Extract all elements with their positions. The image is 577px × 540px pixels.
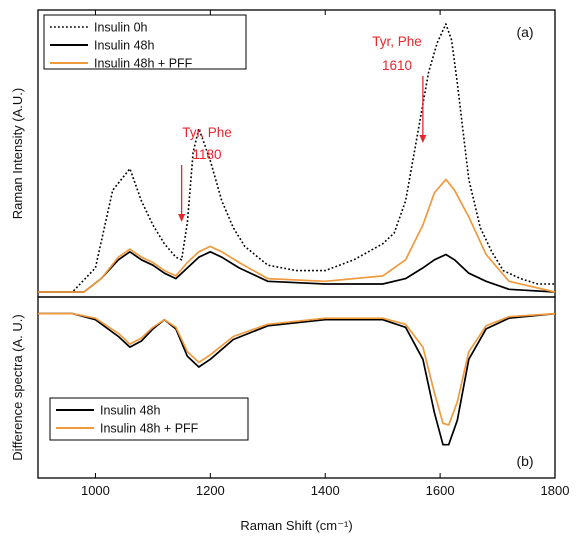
legend-a-box: [43, 14, 247, 70]
legend-a-label: Insulin 0h: [94, 21, 148, 35]
plot-annotation-layer: 1000 1200 1400 1600 1800 Raman Shift (cm⁻¹) Ra…: [10, 14, 570, 533]
x-tick-label: 1600: [426, 483, 455, 498]
annotation-label: Tyr, Phe: [182, 125, 232, 140]
legend-a-label: Insulin 48h: [94, 39, 155, 53]
plot-background-layer: [37, 9, 556, 479]
y-axis-title-a: Raman Intensity (A.U.): [10, 88, 25, 220]
x-tick-label: 1800: [541, 483, 570, 498]
annotation-label: Tyr, Phe: [372, 34, 422, 49]
panel-b-frame: [37, 296, 556, 479]
legend-b-box: [49, 397, 249, 441]
panel-a-label: (a): [516, 24, 533, 40]
legend-b-label: Insulin 48h: [100, 404, 161, 418]
x-tick-label: 1000: [81, 483, 110, 498]
series-line-b-1: [38, 312, 556, 426]
x-axis-title: Raman Shift (cm⁻¹): [240, 518, 352, 533]
annotation-value: 1610: [382, 58, 412, 73]
x-tick-label: 1200: [196, 483, 225, 498]
x-tick-label: 1400: [311, 483, 340, 498]
legend-a-label: Insulin 48h + PFF: [94, 57, 193, 71]
series-line-a-1: [38, 250, 556, 293]
legend-b-label: Insulin 48h + PFF: [100, 422, 199, 436]
series-line-a-2: [38, 178, 556, 293]
plot-lines-layer: [38, 23, 556, 446]
y-axis-title-b: Difference spectra (A. U.): [10, 314, 25, 460]
annotation-arrow-head: [419, 135, 427, 143]
series-line-b-0: [38, 312, 556, 446]
annotation-arrow-head: [178, 214, 186, 222]
annotation-value: 1180: [192, 147, 221, 162]
panel-b-label: (b): [516, 453, 533, 469]
